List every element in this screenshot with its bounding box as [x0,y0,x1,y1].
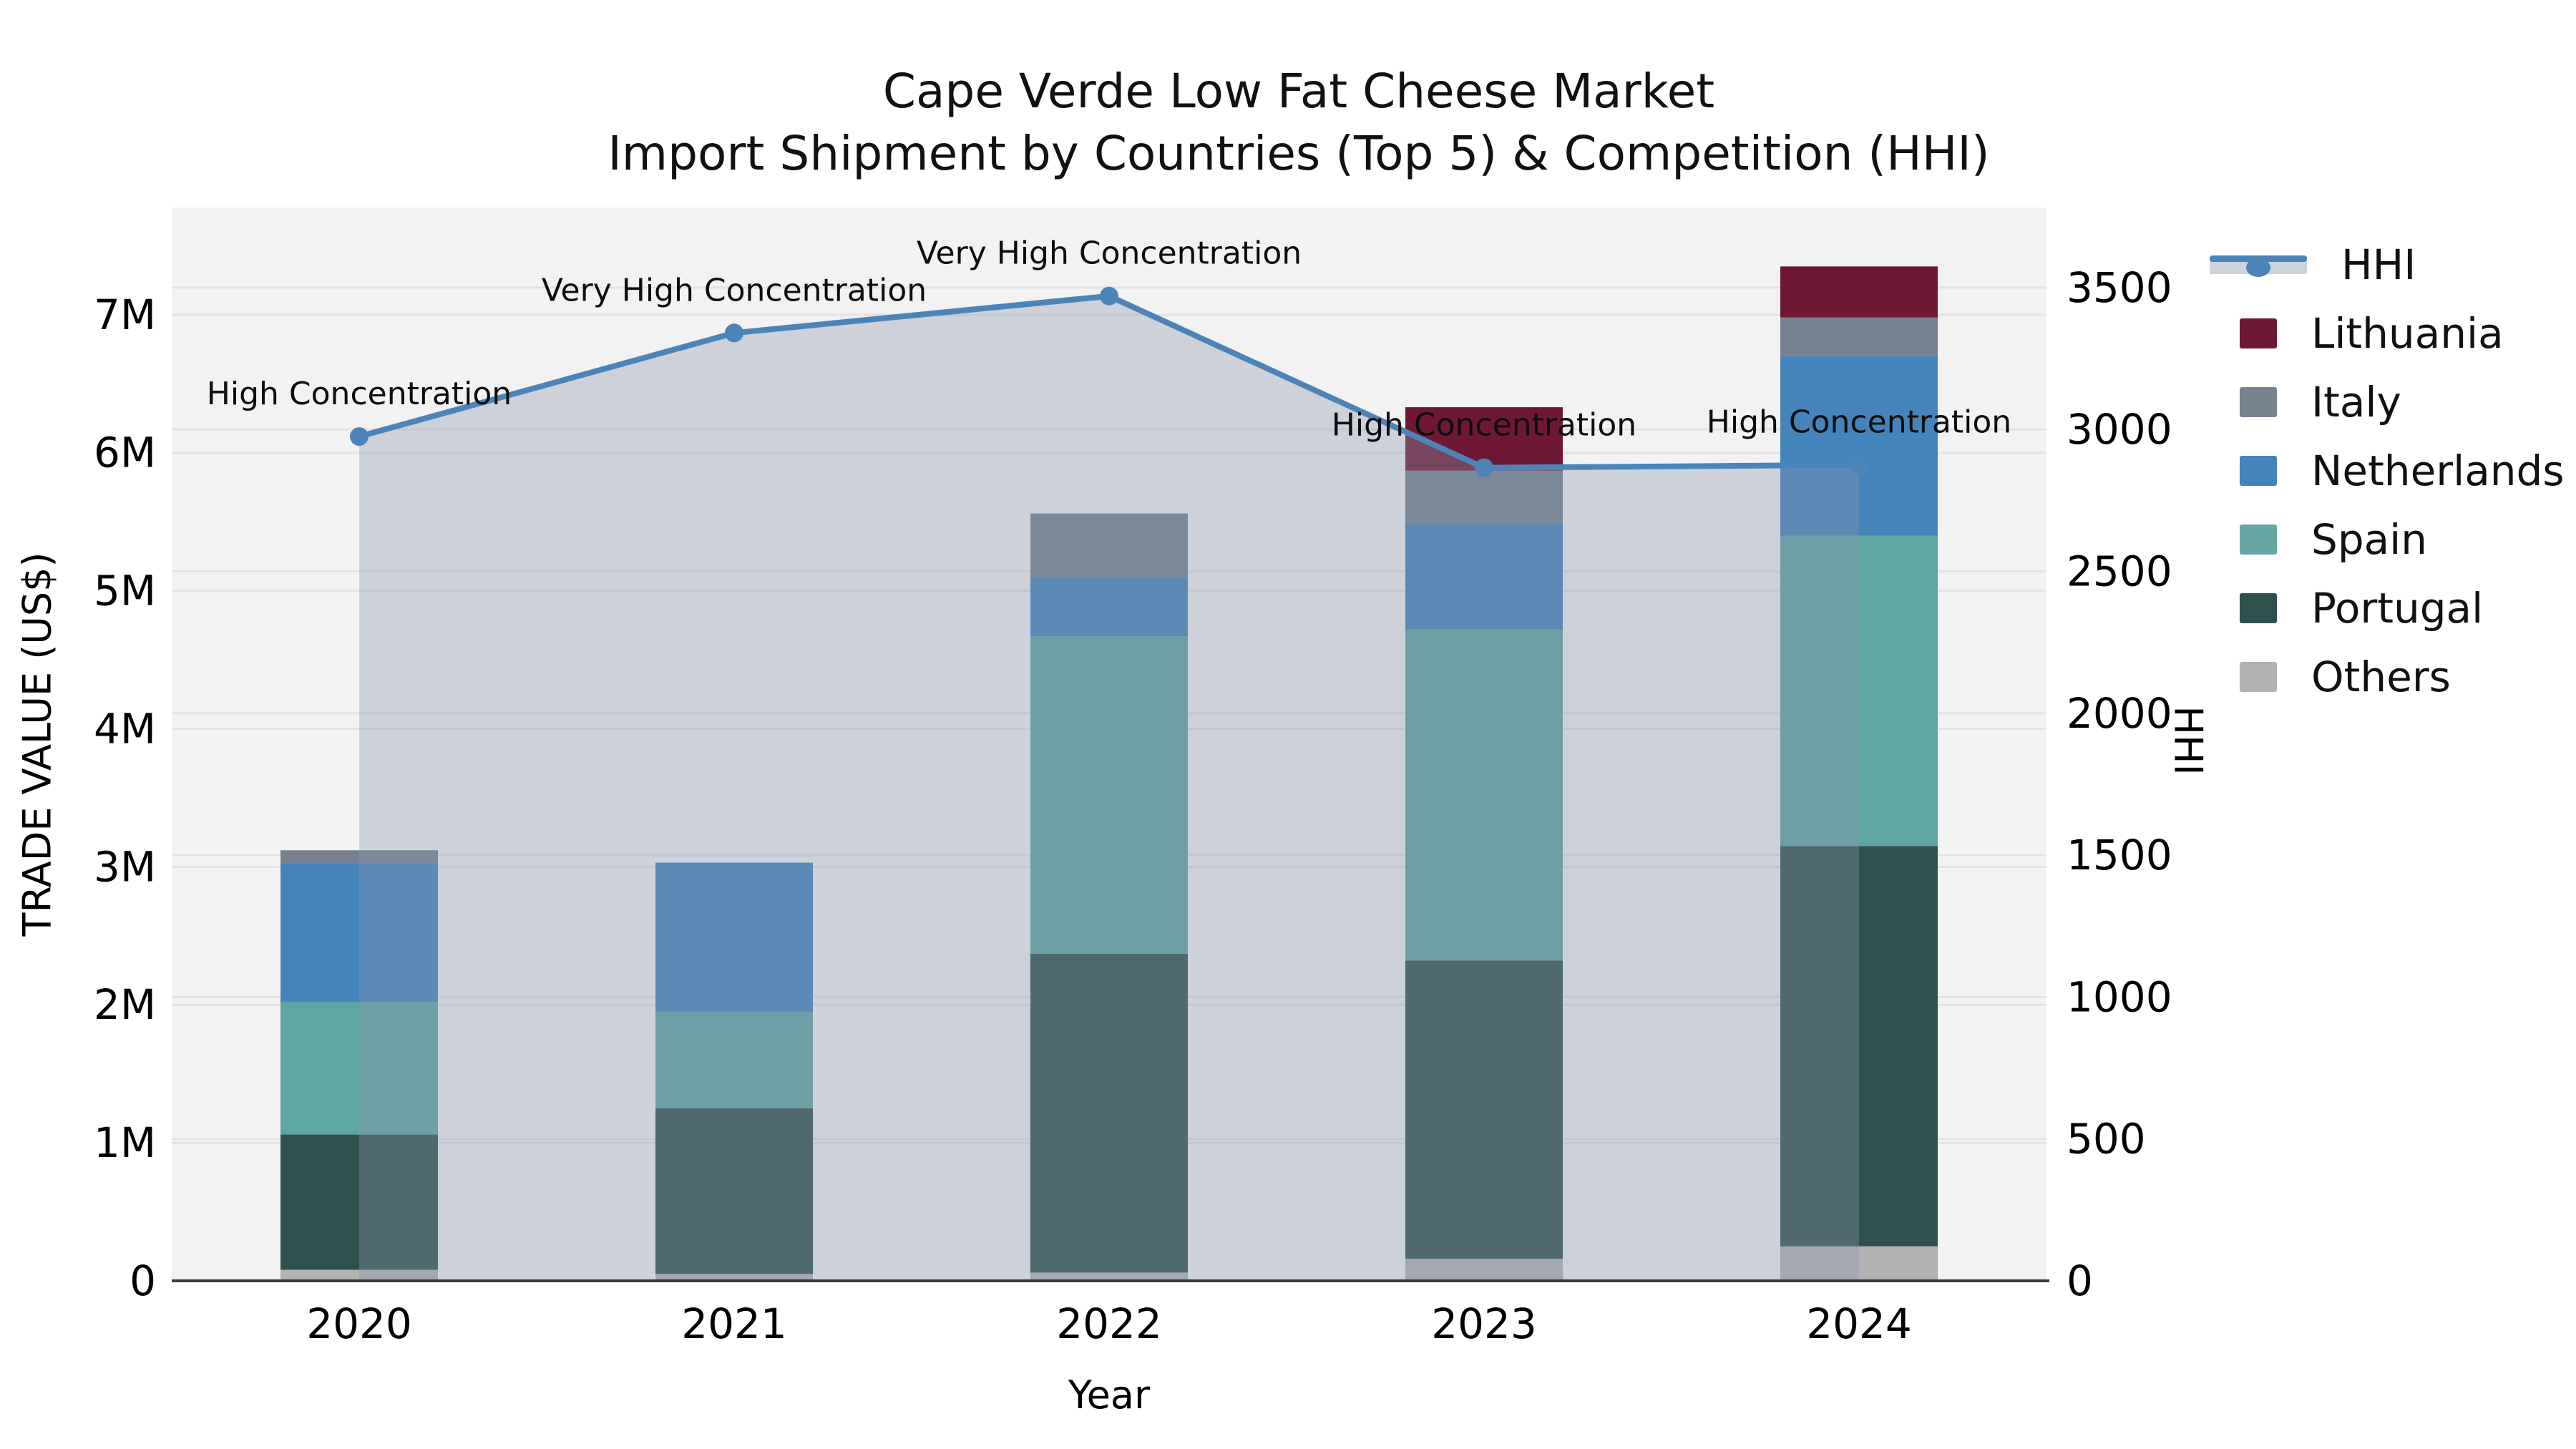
hhi-marker-2023 [1475,458,1493,477]
ytick-right-500: 500 [2067,1115,2146,1163]
hhi-area-fill [359,296,1859,1282]
bar-segment-netherlands-2023 [1405,523,1563,630]
hhi-marker-2022 [1100,286,1118,306]
legend-swatch-italy [2240,387,2277,417]
xtick-2022: 2022 [1056,1299,1162,1348]
legend-label-others: Others [2311,653,2451,701]
legend-label-lithuania: Lithuania [2311,309,2504,358]
ytick-right-2500: 2500 [2067,547,2172,595]
bar-segment-italy-2022 [1030,513,1188,577]
legend-label-hhi: HHI [2341,240,2416,289]
ytick-right-1500: 1500 [2067,831,2172,879]
legend-item-netherlands: Netherlands [2210,436,2565,505]
ytick-right-2000: 2000 [2067,689,2172,738]
chart-title-line1: Cape Verde Low Fat Cheese Market [882,64,1715,119]
ytick-right-0: 0 [2067,1257,2093,1305]
bar-segment-spain-2021 [655,1011,813,1108]
legend-swatch-portugal [2240,593,2277,623]
xtick-2023: 2023 [1431,1299,1537,1348]
bar-segment-others-2023 [1405,1259,1563,1281]
legend-label-spain: Spain [2311,515,2428,564]
annotation-2022: Very High Concentration [917,235,1302,272]
hhi-marker-2021 [725,323,743,343]
annotation-2021: Very High Concentration [542,272,927,308]
bar-segment-italy-2020 [280,850,438,864]
legend-swatch-others [2240,662,2277,692]
bar-segment-spain-2024 [1780,535,1938,847]
legend-item-others: Others [2210,643,2565,711]
legend-swatch-lithuania [2240,318,2277,348]
bar-segment-portugal-2020 [280,1134,438,1270]
bar-segment-italy-2024 [1780,317,1938,356]
legend-hhi-line-swatch [2210,250,2307,279]
legend-item-spain: Spain [2210,505,2565,574]
legend-label-netherlands: Netherlands [2311,447,2565,495]
bar-segment-portugal-2024 [1780,846,1938,1246]
bar-segment-portugal-2023 [1405,960,1563,1259]
chart-title-line2: Import Shipment by Countries (Top 5) & C… [608,126,1990,182]
annotation-2023: High Concentration [1332,407,1636,444]
ytick-left-3M: 3M [94,842,156,891]
ytick-left-5M: 5M [94,567,156,615]
chart-title: Cape Verde Low Fat Cheese Market Import … [608,60,1989,185]
legend-item-hhi: HHI [2210,230,2565,299]
ytick-left-6M: 6M [94,429,156,477]
ytick-right-3500: 3500 [2067,263,2172,312]
bar-segment-spain-2022 [1030,636,1188,954]
legend-item-lithuania: Lithuania [2210,299,2565,368]
ytick-left-0: 0 [130,1257,156,1305]
hhi-marker-2024 [1850,455,1868,474]
xtick-2021: 2021 [681,1299,787,1348]
legend-label-portugal: Portugal [2311,584,2484,633]
bar-segment-netherlands-2021 [655,862,813,1012]
ytick-left-1M: 1M [94,1118,156,1167]
x-axis-label: Year [1068,1372,1151,1418]
ytick-left-4M: 4M [94,704,156,753]
bar-segment-lithuania-2024 [1780,266,1938,318]
legend-label-italy: Italy [2311,378,2401,426]
bar-segment-italy-2023 [1405,470,1563,524]
ytick-right-3000: 3000 [2067,405,2172,454]
bar-segment-others-2024 [1780,1246,1938,1281]
ytick-left-7M: 7M [94,291,156,339]
annotation-2024: High Concentration [1707,404,2011,441]
xtick-2020: 2020 [306,1299,412,1348]
hhi-marker-2020 [350,427,369,447]
bar-segment-netherlands-2024 [1780,356,1938,536]
bar-segment-netherlands-2022 [1030,577,1188,637]
bar-segment-spain-2023 [1405,629,1563,961]
ytick-left-2M: 2M [94,980,156,1029]
ytick-right-1000: 1000 [2067,972,2172,1021]
bar-segment-portugal-2022 [1030,953,1188,1273]
y-axis-label-left: TRADE VALUE (US$) [14,552,60,937]
bar-segment-others-2022 [1030,1272,1188,1281]
legend-swatch-spain [2240,525,2277,555]
bar-segment-others-2021 [655,1274,813,1281]
legend-item-italy: Italy [2210,368,2565,436]
annotation-2020: High Concentration [207,376,512,412]
y-axis-label-right: HHI [2165,706,2211,776]
xtick-2024: 2024 [1806,1299,1912,1348]
bar-segment-others-2020 [280,1269,438,1281]
bar-segment-netherlands-2020 [280,864,438,1002]
legend-item-portugal: Portugal [2210,574,2565,643]
legend: HHI Lithuania Italy Netherlands Spain Portuga… [2210,230,2565,711]
bars-group [280,266,1938,1281]
legend-swatch-netherlands [2240,456,2277,486]
bar-segment-spain-2020 [280,1002,438,1135]
legend-hhi-marker-dot [2246,258,2270,277]
bar-segment-portugal-2021 [655,1108,813,1274]
